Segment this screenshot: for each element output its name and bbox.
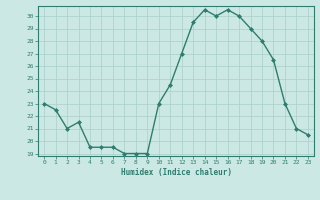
X-axis label: Humidex (Indice chaleur): Humidex (Indice chaleur) — [121, 168, 231, 177]
